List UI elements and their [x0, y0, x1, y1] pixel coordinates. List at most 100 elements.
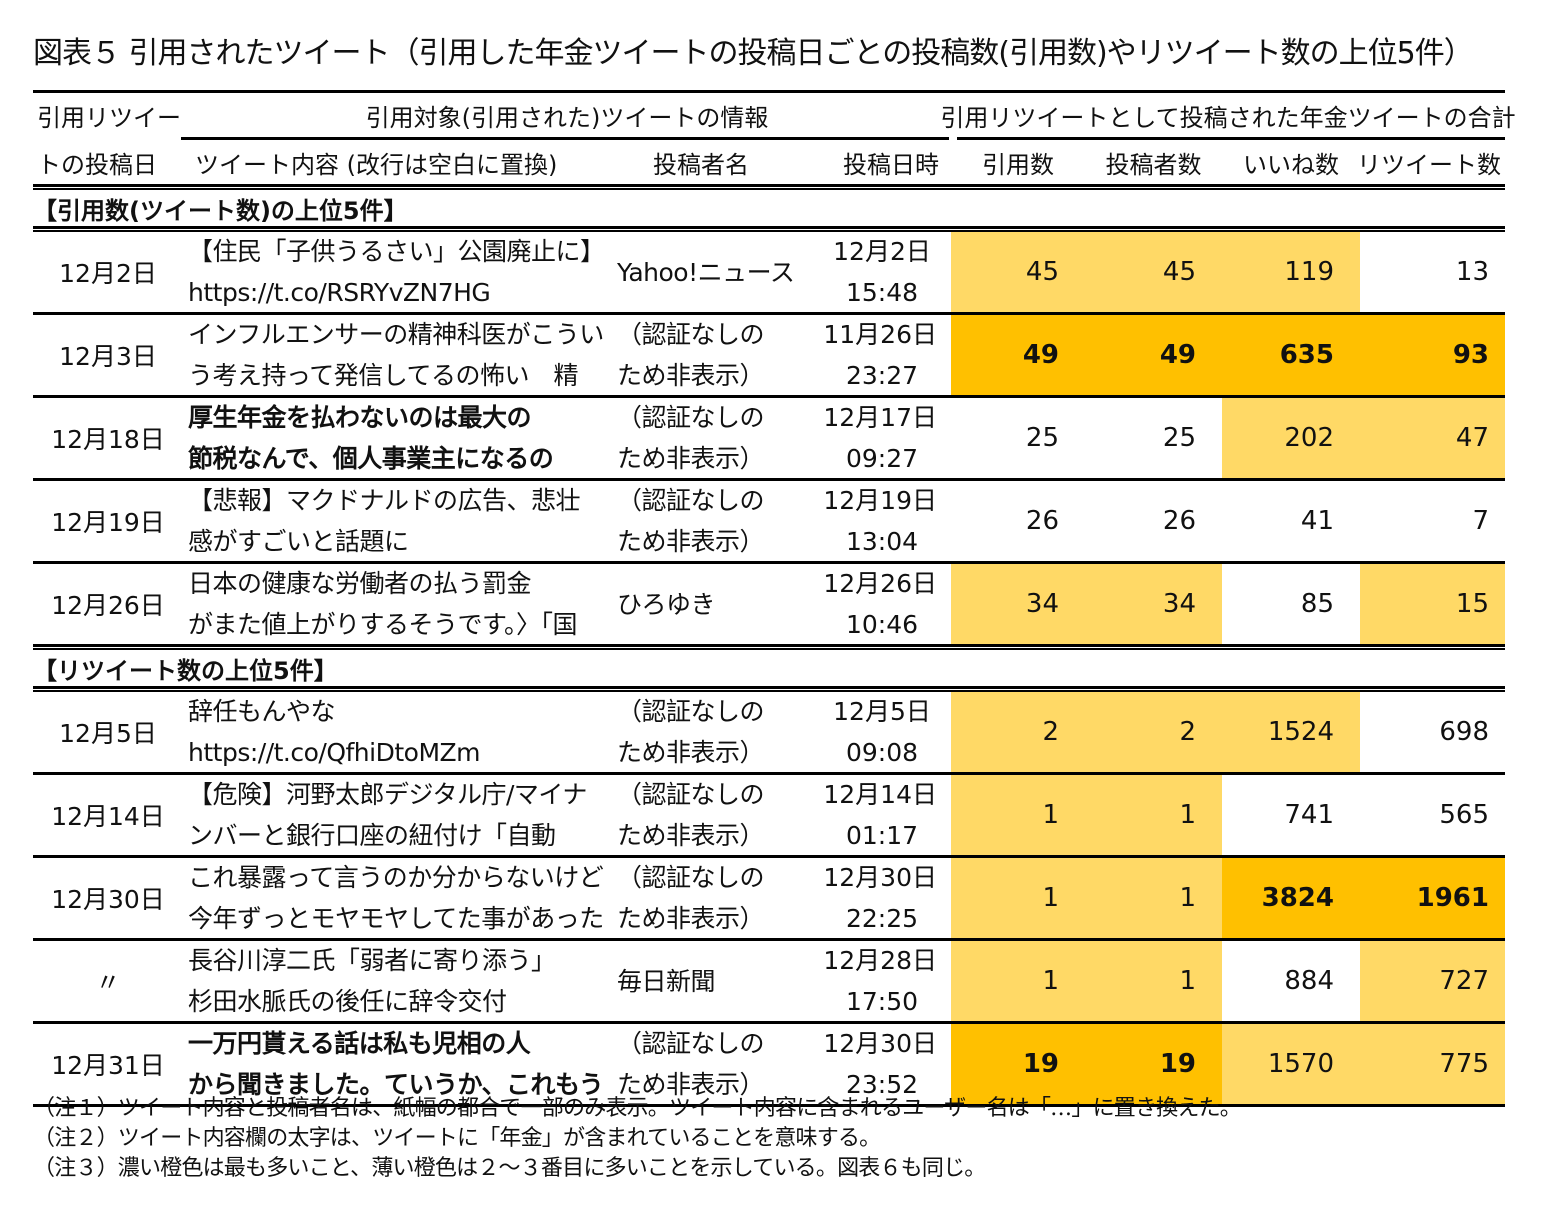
poster-count: 19: [1085, 1024, 1222, 1104]
retweet-count: 727: [1360, 941, 1505, 1021]
content-line: がまた値上がりするそうです。〉「国: [188, 610, 578, 639]
content-line: 日本の健康な労働者の払う罰金: [188, 569, 532, 598]
quote-count: 26: [1025, 506, 1059, 536]
tweet-datetime: 12月30日 23:52: [791, 1024, 951, 1104]
tweet-datetime: 12月30日 22:25: [791, 858, 951, 938]
author-line: Yahoo!ニュース: [617, 257, 795, 287]
quote-count: 25: [1025, 423, 1059, 453]
header-group-separator: [33, 137, 1505, 140]
quote-count: 1: [951, 775, 1085, 855]
author-line: ひろゆき: [617, 589, 716, 619]
tweet-content: 日本の健康な労働者の払う罰金がまた値上がりするそうです。〉「国: [183, 564, 613, 644]
row-divider: [33, 312, 1505, 315]
footnotes: （注１）ツイート内容と投稿者名は、紙幅の都合で一部のみ表示。ツイート内容に含まれ…: [33, 1094, 1242, 1184]
quote-count: 49: [951, 315, 1085, 395]
like-count: 41: [1300, 506, 1334, 536]
like-count: 202: [1222, 398, 1360, 478]
like-count: 3824: [1222, 858, 1360, 938]
datetime-line: 15:48: [845, 278, 919, 307]
author-line: ため非表示）: [617, 1070, 765, 1099]
author-line: ため非表示）: [617, 361, 765, 390]
tweet-datetime: 11月26日 23:27: [791, 315, 951, 395]
like-count: 1570: [1222, 1024, 1360, 1104]
header-group-totals: 引用リツイートとして投稿された年金ツイートの合計: [940, 103, 1516, 132]
poster-count: 34: [1085, 564, 1222, 644]
datetime-line: 12月2日: [833, 237, 931, 266]
table-row: 12月3日 インフルエンサーの精神科医がこうい う考え持って発信してるの怖い 精 …: [33, 315, 1505, 395]
tweet-author: ひろゆき: [613, 564, 791, 644]
tweet-author: （認証なしの ため非表示）: [613, 398, 791, 478]
author-line: （認証なしの: [617, 780, 765, 809]
retweet-count: 47: [1360, 398, 1505, 478]
tweet-datetime: 12月19日 13:04: [791, 481, 951, 561]
tweet-author: （認証なしの ため非表示）: [613, 315, 791, 395]
header-date-line1: 引用リツイー: [37, 103, 181, 132]
tweet-content: 辞任もんやな https://t.co/QfhiDtoMZm: [183, 692, 613, 772]
datetime-line: 01:17: [845, 821, 919, 850]
tweet-content: 【危険】河野太郎デジタル庁/マイナ ンバーと銀行口座の紐付け「自動: [183, 775, 613, 855]
retweet-count: 775: [1360, 1024, 1505, 1104]
header-date-line2: トの投稿日: [37, 150, 157, 179]
footnote-2: （注２）ツイート内容欄の太字は、ツイートに「年金」が含まれていることを意味する。: [33, 1126, 881, 1151]
author-line: （認証なしの: [617, 1029, 765, 1058]
header-posters: 投稿者数: [1105, 150, 1202, 179]
table-row: 12月26日 日本の健康な労働者の払う罰金がまた値上がりするそうです。〉「国 ひ…: [33, 564, 1505, 644]
retweet-count: 565: [1439, 800, 1489, 830]
section-divider: [33, 644, 1505, 650]
poster-count: 45: [1085, 232, 1222, 312]
retweet-count: 15: [1360, 564, 1505, 644]
author-line: ため非表示）: [617, 527, 765, 556]
poster-count: 1: [1085, 941, 1222, 1021]
poster-count: 25: [1162, 423, 1196, 453]
footnote-1: （注１）ツイート内容と投稿者名は、紙幅の都合で一部のみ表示。ツイート内容に含まれ…: [33, 1096, 1242, 1121]
quote-count: 2: [951, 692, 1085, 772]
row-divider: [33, 1021, 1505, 1024]
datetime-line: 12月30日: [823, 863, 937, 892]
row-divider: [33, 478, 1505, 481]
quote-count: 19: [951, 1024, 1085, 1104]
tweet-content: インフルエンサーの精神科医がこうい う考え持って発信してるの怖い 精: [183, 315, 613, 395]
poster-count: 26: [1162, 506, 1196, 536]
section-top-retweets-rows: 12月5日 辞任もんやな https://t.co/QfhiDtoMZm （認証な…: [33, 692, 1505, 1104]
header-datetime: 投稿日時: [843, 150, 939, 179]
table-row: 12月30日 これ暴露って言うのか分からないけど 今年ずっとモヤモヤしてた事があっ…: [33, 858, 1505, 938]
section-label-top-retweets: 【リツイート数の上位5件】: [33, 656, 338, 685]
like-count: 85: [1300, 589, 1334, 619]
table-row: 12月19日 【悲報】マクドナルドの広告、悲壮 感がすごいと話題に （認証なしのた…: [33, 481, 1505, 561]
datetime-line: 22:25: [845, 904, 919, 933]
quote-count: 34: [951, 564, 1085, 644]
retweet-count: 13: [1455, 257, 1489, 287]
tweet-author: （認証なしの ため非表示）: [613, 481, 791, 561]
datetime-line: 12月26日: [823, 569, 937, 598]
content-line: 今年ずっとモヤモヤしてた事があった: [188, 904, 604, 933]
tweet-author: （認証なしの ため非表示）: [613, 775, 791, 855]
datetime-line: 10:46: [845, 610, 919, 639]
datetime-line: 17:50: [845, 987, 919, 1016]
section-divider: [33, 686, 1505, 692]
datetime-line: 12月28日: [823, 946, 937, 975]
author-line: ため非表示）: [617, 821, 765, 850]
header-bottom-border: [33, 184, 1505, 190]
table-row: 12月5日 辞任もんやな https://t.co/QfhiDtoMZm （認証な…: [33, 692, 1505, 772]
section-label-top-quotes: 【引用数(ツイート数)の上位5件】: [33, 196, 408, 225]
table-row: 12月14日 【危険】河野太郎デジタル庁/マイナ ンバーと銀行口座の紐付け「自動 …: [33, 775, 1505, 855]
content-line: 【悲報】マクドナルドの広告、悲壮: [188, 486, 581, 515]
tweet-datetime: 12月5日 09:08: [791, 692, 951, 772]
tweet-author: （認証なしの ため非表示）: [613, 1024, 791, 1104]
quoted-tweets-table: 引用リツイー 引用対象(引用された)ツイートの情報 引用リツイートとして投稿され…: [33, 90, 1516, 1107]
quote-count: 1: [951, 941, 1085, 1021]
tweet-author: （認証なしの ため非表示）: [613, 858, 791, 938]
content-line: インフルエンサーの精神科医がこうい: [188, 320, 604, 349]
tweet-content: 厚生年金を払わないのは最大の 節税なんで、個人事業主になるの: [183, 398, 613, 478]
content-line: 【住民「子供うるさい」公園廃止に】: [188, 237, 605, 266]
tweet-datetime: 12月2日 15:48: [791, 232, 951, 312]
retweet-count: 7: [1472, 506, 1489, 536]
tweet-datetime: 12月14日 01:17: [791, 775, 951, 855]
like-count: 884: [1284, 966, 1334, 996]
tweet-datetime: 12月26日 10:46: [791, 564, 951, 644]
header-retweets: リツイート数: [1357, 150, 1501, 179]
header-row-columns: トの投稿日 ツイート内容 (改行は空白に置換) 投稿者名 投稿日時 引用数 投稿…: [33, 140, 1505, 184]
content-line: う考え持って発信してるの怖い 精: [188, 361, 579, 390]
content-line: https://t.co/RSRYvZN7HG: [188, 278, 491, 307]
content-line: 厚生年金を払わないのは最大の: [188, 403, 532, 432]
